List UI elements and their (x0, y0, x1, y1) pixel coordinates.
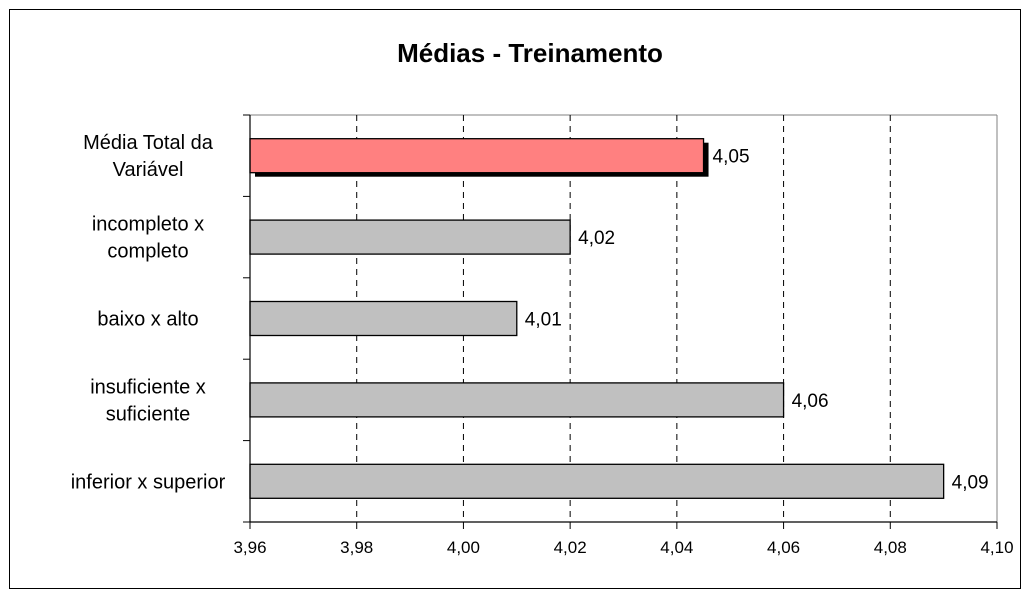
bar (249, 219, 571, 255)
data-label: 4,02 (578, 228, 615, 249)
x-tick-label: 4,08 (874, 538, 907, 557)
category-label: Média Total da Variável (83, 132, 214, 181)
x-tick-label: 4,06 (767, 538, 800, 557)
bars (249, 138, 945, 499)
data-label: 4,09 (952, 472, 989, 493)
x-tick-label: 4,02 (554, 538, 587, 557)
category-label: incompleto x completo (92, 214, 204, 263)
data-label: 4,05 (713, 147, 750, 168)
x-tick-label: 4,04 (660, 538, 693, 557)
data-label: 4,01 (525, 310, 562, 331)
category-label-line: incompleto x (92, 214, 204, 236)
category-label-line: Média Total da (83, 132, 214, 154)
x-tick-label: 3,96 (233, 538, 266, 557)
bar (249, 382, 785, 418)
category-label: inferior x superior (71, 471, 226, 493)
bar (249, 463, 945, 499)
data-label: 4,06 (792, 391, 829, 412)
chart-frame (9, 9, 1021, 589)
category-label-line: completo (107, 241, 188, 263)
bar-highlight (249, 138, 705, 174)
axes (243, 114, 998, 529)
x-tick-label: 3,98 (340, 538, 373, 557)
chart-title: Médias - Treinamento (397, 38, 663, 68)
category-label-line: suficiente (106, 403, 191, 425)
labels: 4,05 4,02 4,01 4,06 4,09 3,96 3,98 4,00 4,02 4,04… (71, 132, 1014, 557)
category-label: baixo x alto (97, 309, 198, 331)
category-label-line: inferior x superior (71, 471, 226, 493)
bar (249, 300, 518, 337)
category-label-line: insuficiente x (90, 376, 206, 398)
category-label-line: Variável (113, 159, 184, 181)
x-tick-label: 4,00 (447, 538, 480, 557)
category-label-line: baixo x alto (97, 309, 198, 331)
category-label: insuficiente x suficiente (90, 376, 206, 425)
x-tick-label: 4,10 (980, 538, 1013, 557)
